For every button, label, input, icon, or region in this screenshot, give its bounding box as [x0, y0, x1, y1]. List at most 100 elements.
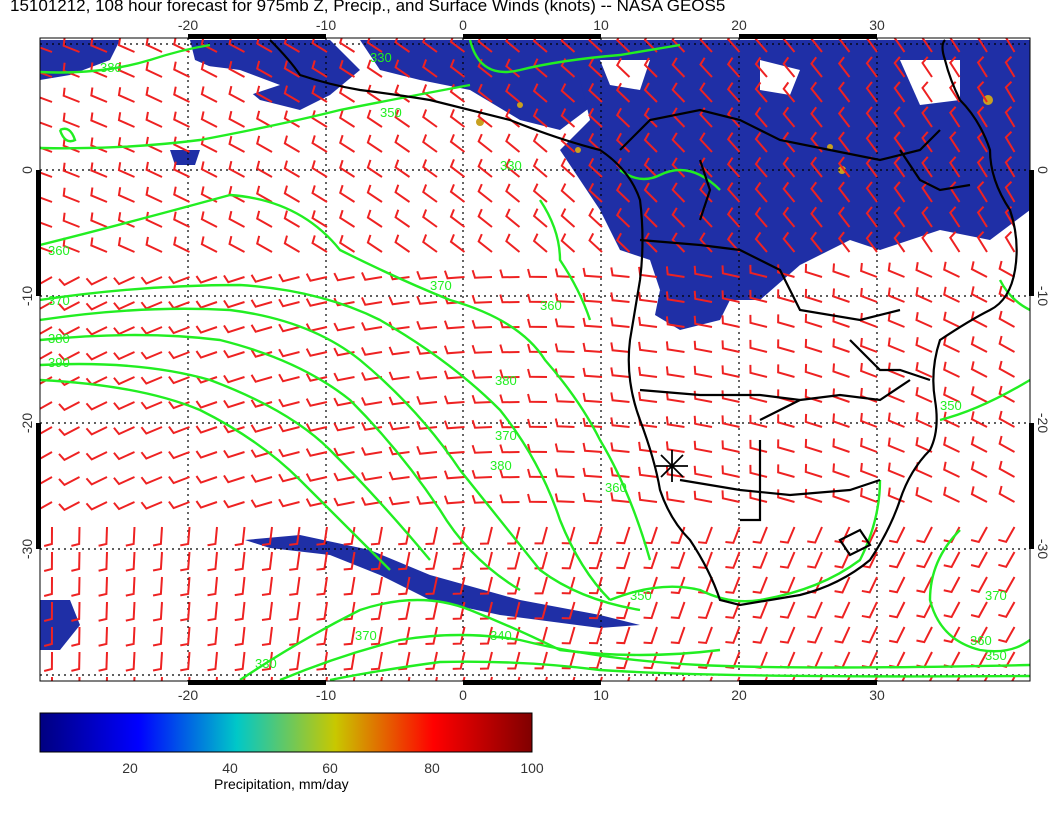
wind-barb [861, 626, 878, 644]
wind-barb [117, 137, 135, 153]
wind-barb [721, 390, 740, 403]
wind-barb [726, 38, 741, 53]
wind-barb [145, 111, 163, 128]
wind-barb [471, 469, 493, 479]
wind-barb [588, 576, 603, 595]
wind-barb [782, 156, 796, 178]
wind-barb [477, 38, 493, 53]
wind-barb [43, 601, 53, 622]
wind-barb [777, 414, 795, 428]
wind-barb [638, 491, 658, 503]
wind-barb [554, 468, 575, 478]
wind-barb [505, 83, 521, 103]
wind-barb [388, 496, 410, 506]
wind-barb [554, 418, 575, 428]
wind-barb [804, 363, 823, 378]
lon-tick: -20 [178, 687, 198, 703]
wind-barb [699, 82, 713, 103]
wind-barb [449, 38, 466, 53]
wind-barb [479, 576, 493, 595]
wind-barb [113, 276, 135, 286]
wind-barb [388, 321, 410, 331]
contour-label: 350 [380, 105, 402, 120]
wind-barb [223, 424, 245, 434]
wind-barb [71, 651, 81, 672]
wind-barb [283, 85, 301, 103]
wind-barb [311, 235, 328, 253]
wind-barb [168, 351, 190, 360]
wind-barb [998, 410, 1015, 428]
wind-barb [398, 651, 411, 671]
contour-label: 360 [48, 243, 70, 258]
wind-barb [505, 38, 521, 53]
wind-barb [278, 448, 300, 458]
wind-barb [343, 626, 356, 646]
wind-barb [289, 576, 301, 596]
wind-barb [616, 651, 631, 670]
wind-barb [477, 208, 493, 228]
wind-barb [261, 626, 273, 646]
wind-barb [339, 159, 356, 178]
wind-barb [998, 360, 1015, 378]
wind-barb [471, 319, 493, 329]
wind-barb [777, 364, 795, 378]
wind-barb [527, 493, 548, 503]
wind-barb [305, 298, 328, 307]
wind-barb [527, 468, 548, 478]
wind-barb [832, 288, 850, 303]
wind-barb [721, 365, 740, 378]
contour-label: 370 [48, 293, 70, 308]
wind-barb [782, 56, 796, 78]
wind-barb [698, 651, 713, 670]
wind-barb [195, 475, 218, 484]
wind-barb [228, 135, 245, 153]
wind-barb [152, 551, 163, 572]
wind-barb [394, 134, 411, 153]
wind-barb [256, 135, 273, 153]
wind-barb [343, 576, 356, 596]
wind-barb [527, 343, 548, 353]
wind-barb [721, 290, 740, 303]
wind-barb [610, 267, 630, 278]
wind-barb [1004, 155, 1016, 178]
wind-barb [1004, 55, 1016, 78]
wind-barb [943, 651, 961, 669]
wind-barb [58, 451, 80, 462]
wind-barb [1004, 80, 1016, 103]
wind-barb [125, 626, 136, 647]
wind-barb [370, 651, 383, 671]
wind-barb [779, 601, 796, 619]
wind-barb [1004, 130, 1016, 153]
wind-barb [861, 601, 878, 619]
wind-barb [615, 82, 631, 103]
wind-barb [278, 298, 300, 308]
wind-barb [223, 399, 245, 409]
wind-barb [888, 601, 906, 619]
wind-barb [693, 340, 713, 353]
wind-barb [394, 38, 411, 53]
wind-barb [949, 231, 961, 253]
wind-barb [527, 293, 548, 303]
wind-barb [234, 626, 246, 647]
wind-barb [616, 576, 631, 595]
wind-barb [638, 366, 658, 378]
wind-barb [721, 340, 740, 353]
wind-barb [804, 288, 823, 303]
wind-barb [970, 386, 988, 403]
wind-barb [725, 526, 741, 544]
wind-barb [665, 341, 685, 353]
wind-barb [782, 181, 796, 203]
wind-barb [85, 276, 108, 286]
wind-barb [117, 162, 135, 178]
wind-barb [477, 133, 493, 153]
wind-barb [339, 38, 356, 53]
wind-barb [422, 159, 438, 178]
wind-barb [40, 451, 53, 460]
wind-barb [140, 401, 163, 410]
wind-barb [532, 158, 548, 178]
wind-barb [207, 601, 218, 622]
wind-barb [582, 267, 603, 278]
wind-barb [721, 440, 740, 453]
wind-barb [180, 551, 191, 572]
wind-barb [339, 59, 356, 78]
